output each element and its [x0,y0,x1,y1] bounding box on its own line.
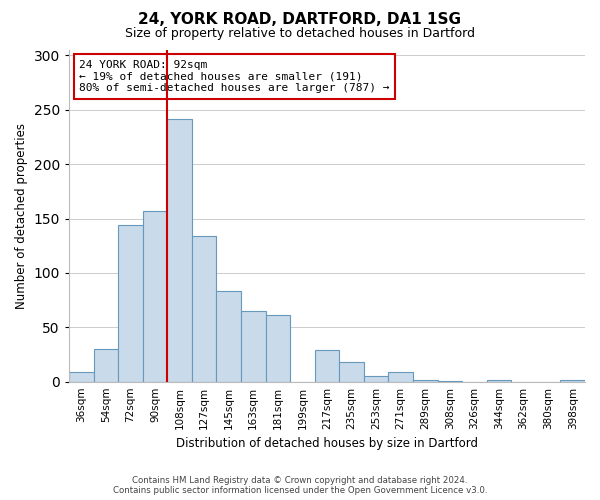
X-axis label: Distribution of detached houses by size in Dartford: Distribution of detached houses by size … [176,437,478,450]
Bar [388,372,413,382]
Bar [314,350,339,382]
Bar [487,380,511,382]
Bar [167,118,192,382]
Bar [143,211,167,382]
Bar [266,316,290,382]
Bar [118,225,143,382]
Bar [437,380,462,382]
Text: Size of property relative to detached houses in Dartford: Size of property relative to detached ho… [125,28,475,40]
Text: 24 YORK ROAD: 92sqm
← 19% of detached houses are smaller (191)
80% of semi-detac: 24 YORK ROAD: 92sqm ← 19% of detached ho… [79,60,390,93]
Bar [217,292,241,382]
Bar [560,380,585,382]
Bar [364,376,388,382]
Bar [413,380,437,382]
Text: Contains HM Land Registry data © Crown copyright and database right 2024.
Contai: Contains HM Land Registry data © Crown c… [113,476,487,495]
Bar [192,236,217,382]
Bar [339,362,364,382]
Bar [69,372,94,382]
Bar [241,311,266,382]
Bar [94,349,118,382]
Text: 24, YORK ROAD, DARTFORD, DA1 1SG: 24, YORK ROAD, DARTFORD, DA1 1SG [139,12,461,28]
Y-axis label: Number of detached properties: Number of detached properties [15,123,28,309]
